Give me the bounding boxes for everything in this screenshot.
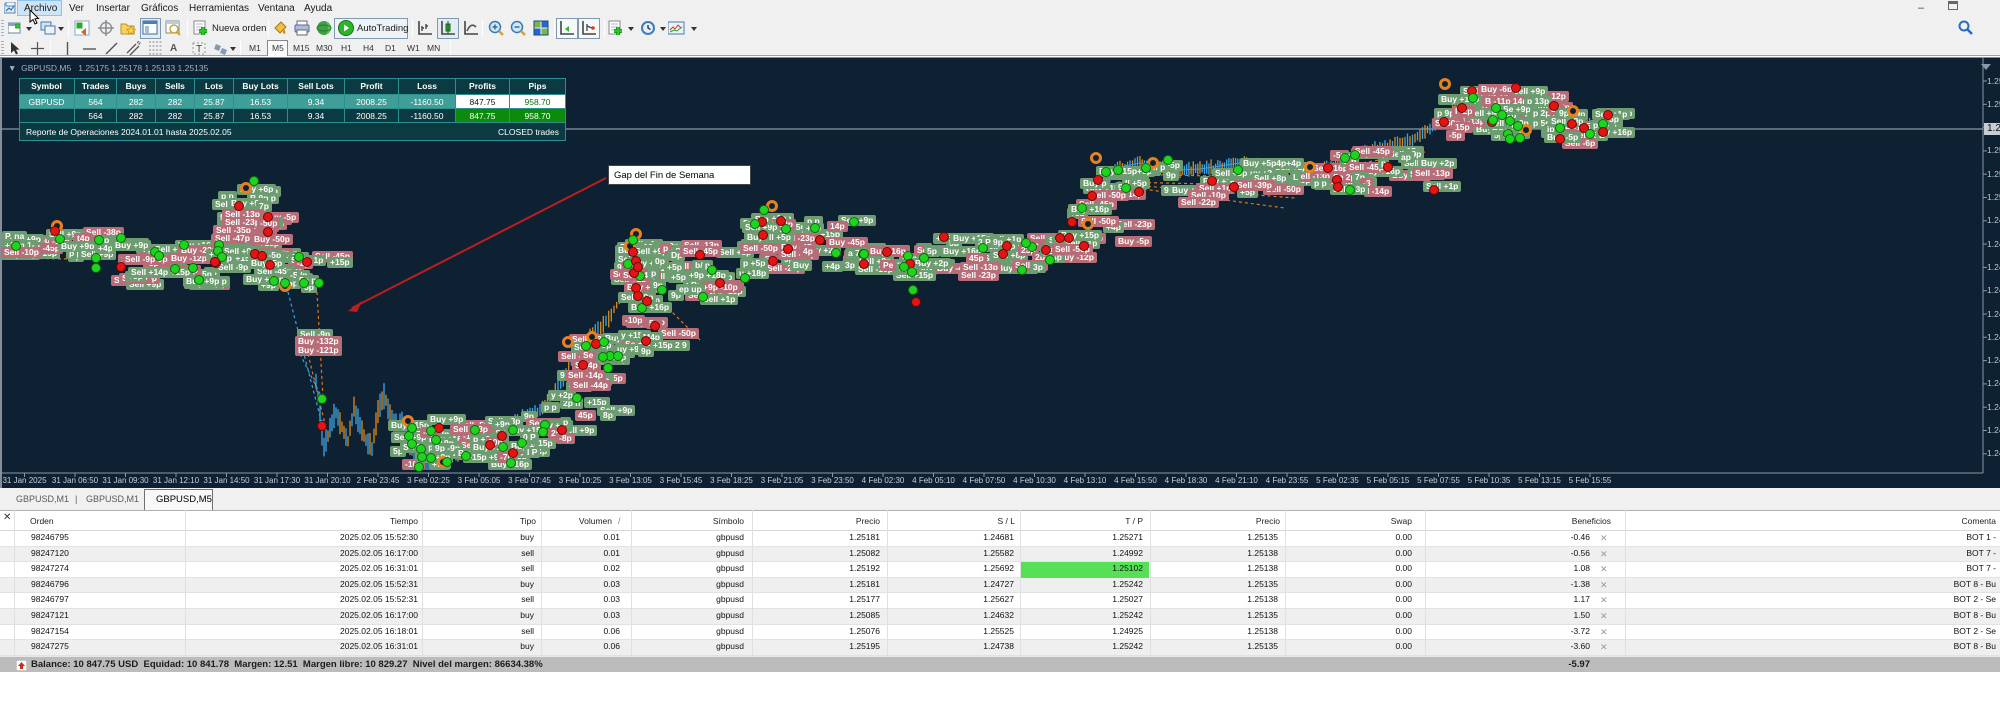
- svg-text:T: T: [196, 44, 202, 55]
